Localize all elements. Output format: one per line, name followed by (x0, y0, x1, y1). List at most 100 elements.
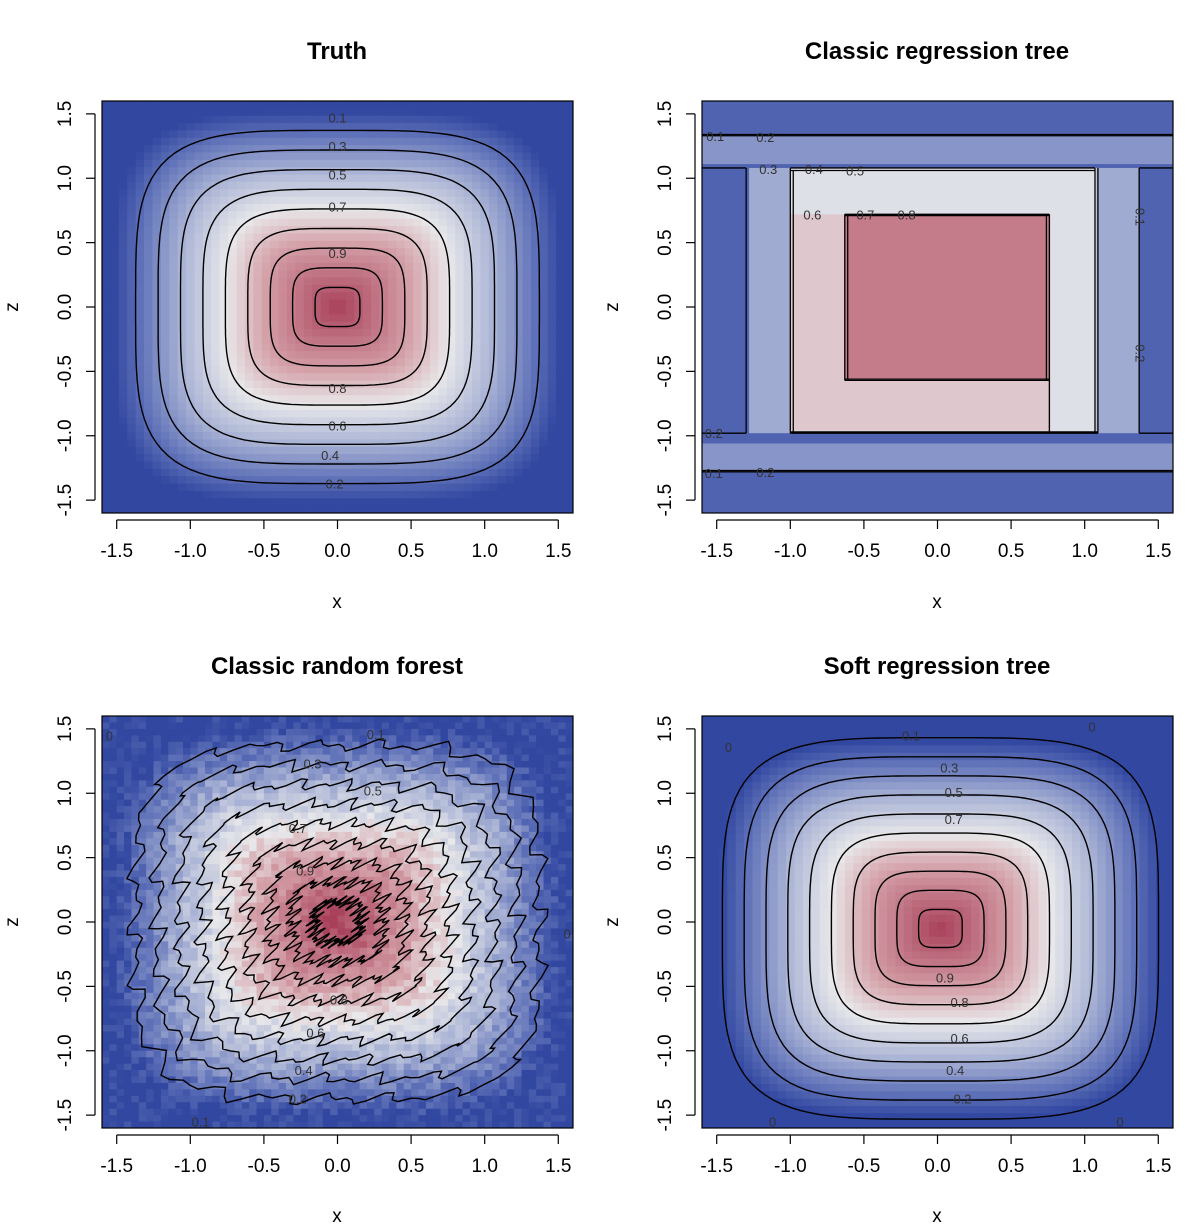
heat-cell (522, 211, 532, 220)
heat-cell (362, 174, 372, 183)
heat-cell (287, 424, 297, 433)
heat-cell (270, 123, 280, 132)
heat-cell (138, 844, 147, 852)
heat-cell (211, 270, 221, 279)
heat-cell (118, 343, 128, 352)
heat-cell (285, 748, 294, 756)
heat-cell (505, 387, 515, 396)
heat-cell (320, 159, 330, 168)
heat-cell (228, 137, 238, 146)
heat-cell (430, 262, 440, 271)
heat-cell (539, 204, 549, 212)
heat-cell (438, 461, 448, 470)
heat-cell (497, 365, 507, 374)
heat-cell (303, 101, 313, 109)
heat-cell (438, 174, 448, 183)
heat-cell (497, 167, 507, 176)
heat-cell (249, 1115, 258, 1123)
heat-cell (169, 137, 179, 146)
heat-cell (263, 999, 272, 1007)
heat-cell (197, 1012, 206, 1020)
heat-cell (138, 941, 147, 949)
x-axis-label: x (332, 592, 342, 613)
heat-cell (102, 934, 110, 942)
heat-cell (278, 108, 288, 117)
heat-cell (182, 941, 191, 949)
heat-cell (194, 277, 204, 286)
heat-cell (421, 395, 431, 404)
heat-cell (109, 741, 118, 749)
heat-cell (396, 329, 406, 338)
heat-cell (547, 248, 557, 257)
heat-cell (219, 838, 228, 846)
heat-cell (261, 490, 271, 499)
heat-cell (256, 754, 265, 762)
heat-cell (118, 321, 128, 330)
heat-cell (234, 1089, 243, 1097)
heat-cell (505, 439, 515, 448)
heat-cell (168, 754, 177, 762)
heat-cell (124, 851, 133, 859)
y-tick-label: 0.5 (55, 229, 76, 255)
heat-cell (438, 270, 448, 279)
heat-cell (371, 240, 381, 249)
heat-cell (110, 159, 120, 168)
heat-cell (194, 248, 204, 257)
heat-cell (261, 432, 271, 441)
heat-cell (455, 159, 465, 168)
heat-cell (160, 922, 169, 930)
heat-cell (514, 115, 524, 124)
heat-cell (127, 387, 137, 396)
heat-cell (404, 461, 414, 470)
heat-cell (169, 226, 179, 235)
heat-cell (102, 780, 110, 788)
heat-cell (362, 145, 372, 154)
heat-cell (110, 329, 120, 338)
heat-cell (472, 454, 482, 463)
heat-cell (413, 255, 423, 264)
heat-cell (556, 358, 566, 367)
heat-cell (556, 468, 566, 477)
heat-cell (278, 159, 288, 168)
heat-cell (261, 123, 271, 132)
heat-cell (312, 299, 322, 308)
heat-cell (421, 159, 431, 168)
heat-cell (205, 999, 213, 1007)
heat-cell (177, 152, 187, 161)
heat-cell (138, 1102, 147, 1110)
heat-cell (146, 934, 155, 942)
heat-cell (354, 277, 364, 286)
heat-cell (236, 498, 246, 507)
heat-cell (329, 468, 339, 477)
heat-cell (102, 941, 110, 949)
heat-cell (278, 915, 287, 923)
heat-cell (564, 211, 573, 220)
heat-cell (160, 461, 170, 470)
heat-cell (303, 211, 313, 220)
heat-cell (138, 960, 147, 968)
heat-cell (190, 960, 199, 968)
heat-cell (505, 240, 515, 249)
heat-cell (227, 819, 236, 827)
heat-cell (413, 402, 423, 411)
heat-cell (219, 992, 228, 1000)
heat-cell (135, 159, 145, 168)
heat-cell (404, 189, 414, 198)
heat-cell (312, 380, 322, 389)
heat-cell (396, 351, 406, 360)
heat-cell (285, 767, 294, 775)
heat-cell (152, 365, 162, 374)
heat-cell (345, 468, 355, 477)
heat-cell (278, 145, 288, 154)
heat-cell (234, 844, 243, 852)
heat-cell (293, 844, 302, 852)
heat-cell (212, 786, 221, 794)
heat-cell (556, 424, 566, 433)
heat-cell (102, 373, 112, 382)
heat-cell (219, 432, 229, 441)
heat-cell (303, 461, 313, 470)
heat-cell (152, 137, 162, 146)
heat-cell (285, 1005, 294, 1013)
heat-cell (285, 889, 294, 897)
heat-cell (263, 870, 272, 878)
